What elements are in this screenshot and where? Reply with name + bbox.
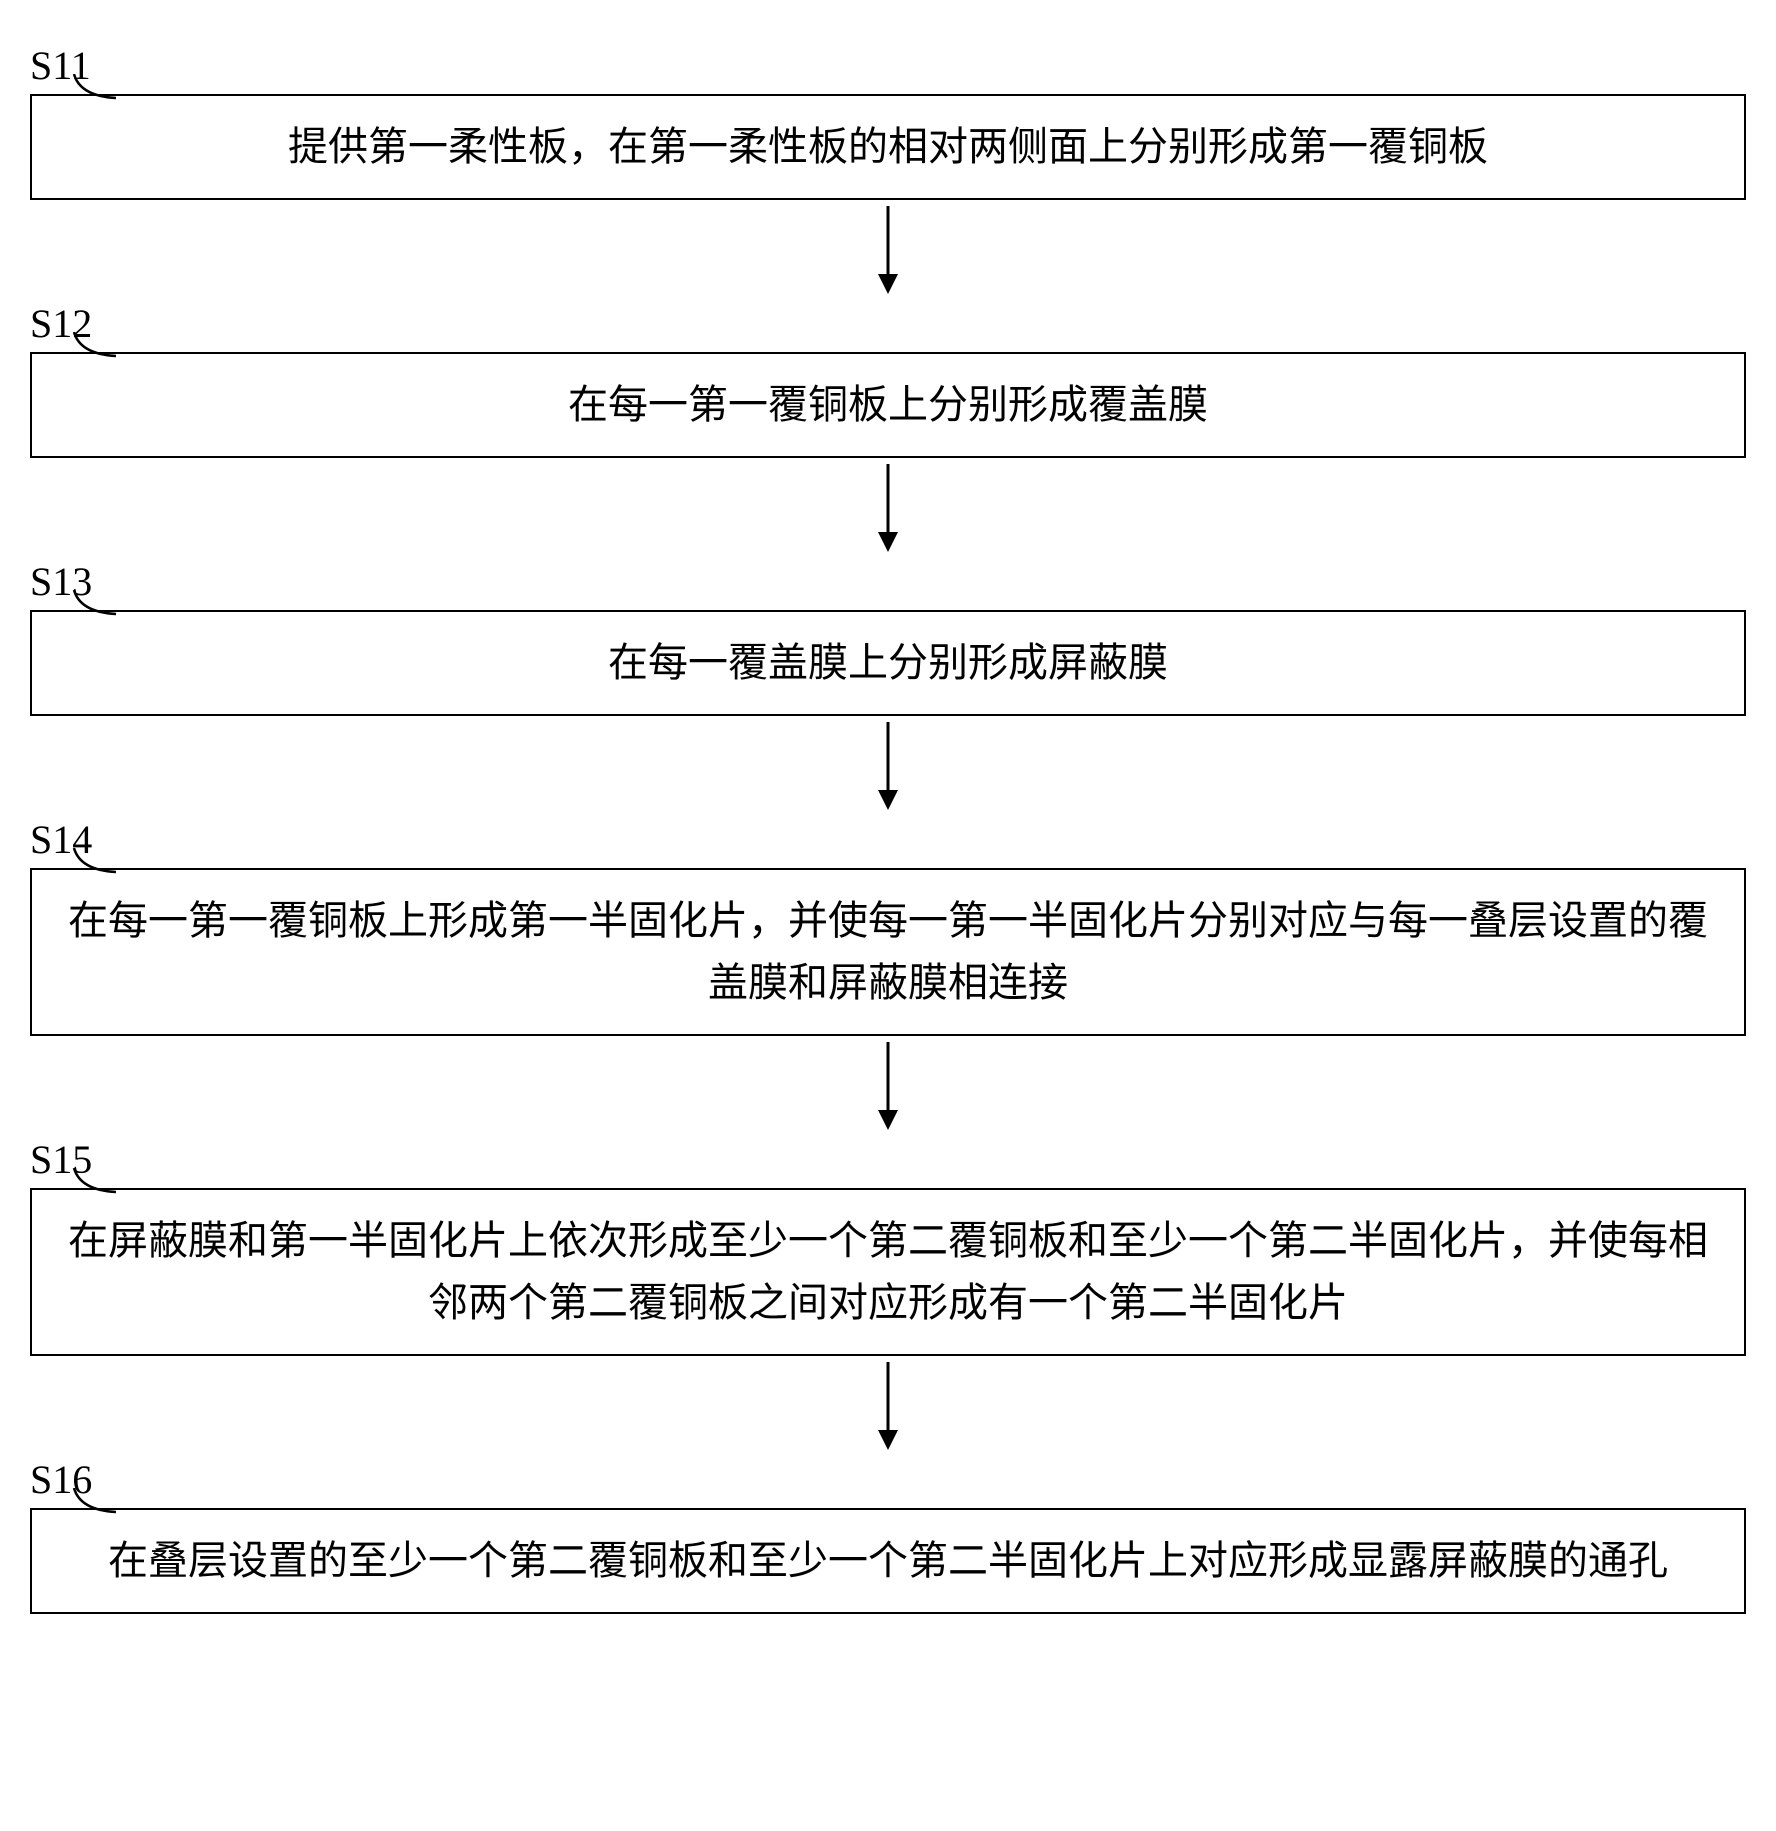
label-connector-s14 [70,848,120,876]
step-box-s14: 在每一第一覆铜板上形成第一半固化片，并使每一第一半固化片分别对应与每一叠层设置的… [30,868,1746,1036]
step-s15: S15 在屏蔽膜和第一半固化片上依次形成至少一个第二覆铜板和至少一个第二半固化片… [30,1188,1746,1356]
arrow-s14-s15 [868,1042,908,1130]
arrow-s15-s16 [868,1362,908,1450]
step-box-s15: 在屏蔽膜和第一半固化片上依次形成至少一个第二覆铜板和至少一个第二半固化片，并使每… [30,1188,1746,1356]
step-box-s16: 在叠层设置的至少一个第二覆铜板和至少一个第二半固化片上对应形成显露屏蔽膜的通孔 [30,1508,1746,1614]
label-connector-s16 [70,1488,120,1516]
label-connector-s11 [70,74,120,102]
step-box-s12: 在每一第一覆铜板上分别形成覆盖膜 [30,352,1746,458]
step-s12: S12 在每一第一覆铜板上分别形成覆盖膜 [30,352,1746,458]
flowchart-container: S11 提供第一柔性板，在第一柔性板的相对两侧面上分别形成第一覆铜板 S12 在… [30,40,1746,1614]
arrow-s12-s13 [868,464,908,552]
step-s16: S16 在叠层设置的至少一个第二覆铜板和至少一个第二半固化片上对应形成显露屏蔽膜… [30,1508,1746,1614]
label-connector-s12 [70,332,120,360]
step-s13: S13 在每一覆盖膜上分别形成屏蔽膜 [30,610,1746,716]
arrow-s13-s14 [868,722,908,810]
label-connector-s13 [70,590,120,618]
label-connector-s15 [70,1168,120,1196]
arrow-s11-s12 [868,206,908,294]
step-s11: S11 提供第一柔性板，在第一柔性板的相对两侧面上分别形成第一覆铜板 [30,94,1746,200]
step-box-s13: 在每一覆盖膜上分别形成屏蔽膜 [30,610,1746,716]
step-s14: S14 在每一第一覆铜板上形成第一半固化片，并使每一第一半固化片分别对应与每一叠… [30,868,1746,1036]
step-box-s11: 提供第一柔性板，在第一柔性板的相对两侧面上分别形成第一覆铜板 [30,94,1746,200]
